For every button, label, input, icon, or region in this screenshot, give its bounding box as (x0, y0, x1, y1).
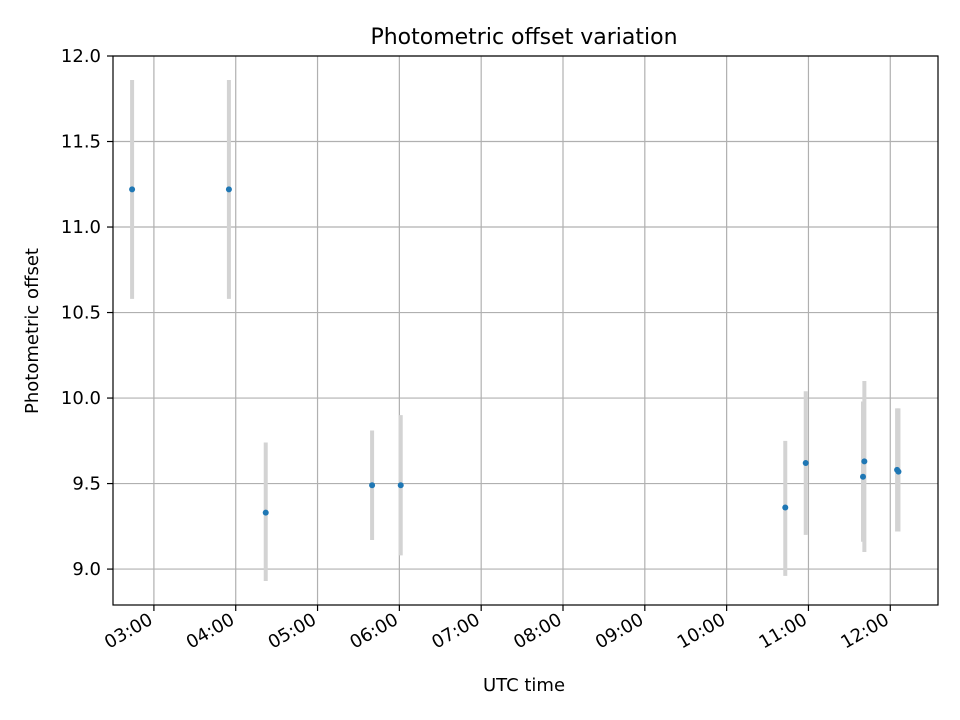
data-point (895, 468, 902, 475)
data-point (129, 186, 136, 193)
x-tick-label: 03:00 (101, 609, 156, 653)
data-points (129, 186, 902, 516)
x-tick-label: 09:00 (592, 609, 647, 653)
x-tick-label: 10:00 (674, 609, 729, 653)
data-point (262, 509, 269, 516)
x-tick-label: 05:00 (265, 609, 320, 653)
data-point (782, 504, 789, 511)
x-tick-label: 08:00 (510, 609, 565, 653)
x-axis-ticks: 03:00 04:00 05:00 06:00 07:00 08:00 09:00 10:00… (101, 605, 893, 653)
y-tick-label: 11.0 (61, 217, 101, 238)
x-tick-label: 06:00 (346, 609, 401, 653)
y-axis-ticks: 9.0 9.5 10.0 10.5 11.0 11.5 12.0 (61, 46, 113, 580)
data-point (225, 186, 232, 193)
y-tick-label: 11.5 (61, 132, 101, 153)
data-point (802, 460, 809, 467)
y-tick-label: 9.5 (72, 474, 101, 495)
data-point (861, 458, 868, 465)
y-tick-label: 10.5 (61, 303, 101, 324)
y-axis-label: Photometric offset (22, 248, 43, 414)
data-point (369, 482, 376, 489)
data-point (397, 482, 404, 489)
y-tick-label: 10.0 (61, 388, 101, 409)
y-tick-label: 9.0 (72, 559, 101, 580)
plot-frame (112, 55, 939, 606)
x-axis-label: UTC time (483, 675, 565, 696)
chart-title: Photometric offset variation (370, 25, 677, 50)
x-tick-label: 04:00 (183, 609, 238, 653)
y-tick-label: 12.0 (61, 46, 101, 67)
x-tick-label: 07:00 (428, 609, 483, 653)
x-tick-label: 12:00 (837, 609, 892, 653)
grid-lines (113, 55, 938, 605)
data-point (860, 473, 866, 480)
x-tick-label: 11:00 (756, 609, 811, 653)
